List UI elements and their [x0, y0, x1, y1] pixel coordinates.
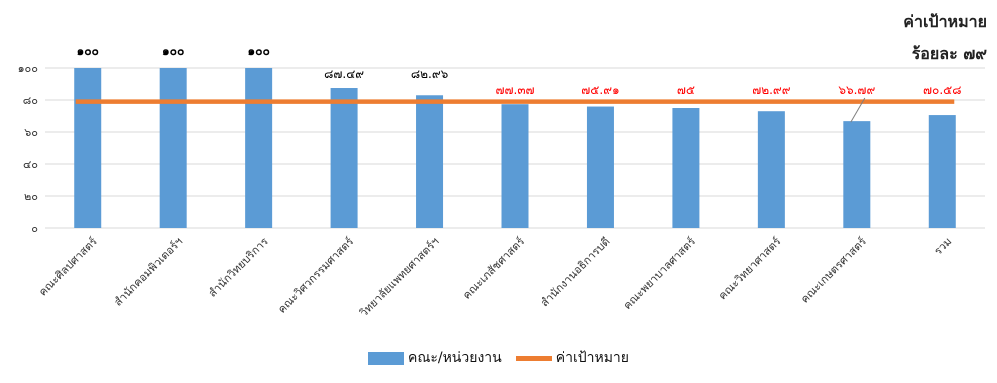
x-tick-label: สำนักวิทยบริการ [206, 235, 271, 300]
x-tick-label: คณะพยาบาลศาสตร์ [621, 235, 698, 312]
data-label: ๑๐๐ [162, 44, 184, 58]
y-tick-label: ๒๐ [24, 190, 38, 203]
bar [74, 68, 102, 228]
legend-swatch-bars [367, 351, 404, 365]
bar [843, 121, 871, 228]
x-tick-label: รวม [932, 235, 955, 258]
bar [928, 115, 956, 228]
x-tick-label: คณะเภสัชศาสตร์ [460, 235, 527, 302]
data-label-leader [850, 97, 866, 123]
data-label: ๘๒.๙๖ [411, 67, 448, 81]
x-tick-label: คณะวิทยาศาสตร์ [716, 235, 784, 303]
bar [501, 104, 529, 228]
legend-label-bars: คณะ/หน่วยงาน [407, 350, 502, 366]
y-tick-label: ๐ [31, 222, 38, 235]
legend-label-target: ค่าเป้าหมาย [555, 350, 629, 366]
legend-item-target: ค่าเป้าหมาย [515, 347, 629, 369]
bar [330, 88, 358, 229]
x-tick-label: คณะเกษตรศาสตร์ [798, 235, 869, 306]
bar [245, 68, 273, 228]
target-annotation-line-2: ร้อยละ ๗๙ [911, 44, 987, 63]
y-tick-label: ๑๐๐ [18, 62, 38, 75]
target-annotation: ค่าเป้าหมาย ร้อยละ ๗๙ [903, 6, 987, 70]
data-label: ๗๐.๕๘ [923, 83, 962, 97]
legend-item-bars: คณะ/หน่วยงาน [367, 347, 502, 369]
data-label: ๖๖.๗๙ [838, 83, 875, 97]
x-tick-label: สำนักคอมพิวเตอร์ฯ [112, 235, 186, 309]
data-label: ๗๒.๙๙ [752, 83, 791, 97]
y-tick-label: ๔๐ [23, 158, 38, 171]
x-tick-label: คณะวิศวกรรมศาสตร์ [275, 235, 356, 316]
data-label: ๘๗.๔๙ [324, 67, 364, 81]
x-tick-label: วิทยาลัยแพทยศาสตร์ฯ [357, 235, 442, 320]
bar [586, 106, 614, 228]
data-label: ๗๕ [677, 83, 695, 97]
data-label: ๑๐๐ [248, 44, 270, 58]
target-annotation-line-1: ค่าเป้าหมาย [903, 12, 987, 31]
y-tick-label: ๘๐ [23, 94, 38, 107]
x-tick-label: สำนักงานอธิการบดี [538, 235, 612, 309]
bar [159, 68, 187, 228]
legend-swatch-target [515, 355, 552, 361]
y-tick-label: ๖๐ [24, 126, 38, 139]
data-label: ๗๕.๙๑ [581, 83, 619, 97]
data-label: ๑๐๐ [77, 44, 99, 58]
legend: คณะ/หน่วยงาน ค่าเป้าหมาย [0, 346, 997, 370]
data-label: ๗๗.๓๗ [495, 83, 534, 97]
bar [757, 111, 785, 228]
bar [672, 108, 700, 228]
bar [416, 95, 444, 228]
x-tick-label: คณะศิลปศาสตร์ [36, 235, 100, 299]
